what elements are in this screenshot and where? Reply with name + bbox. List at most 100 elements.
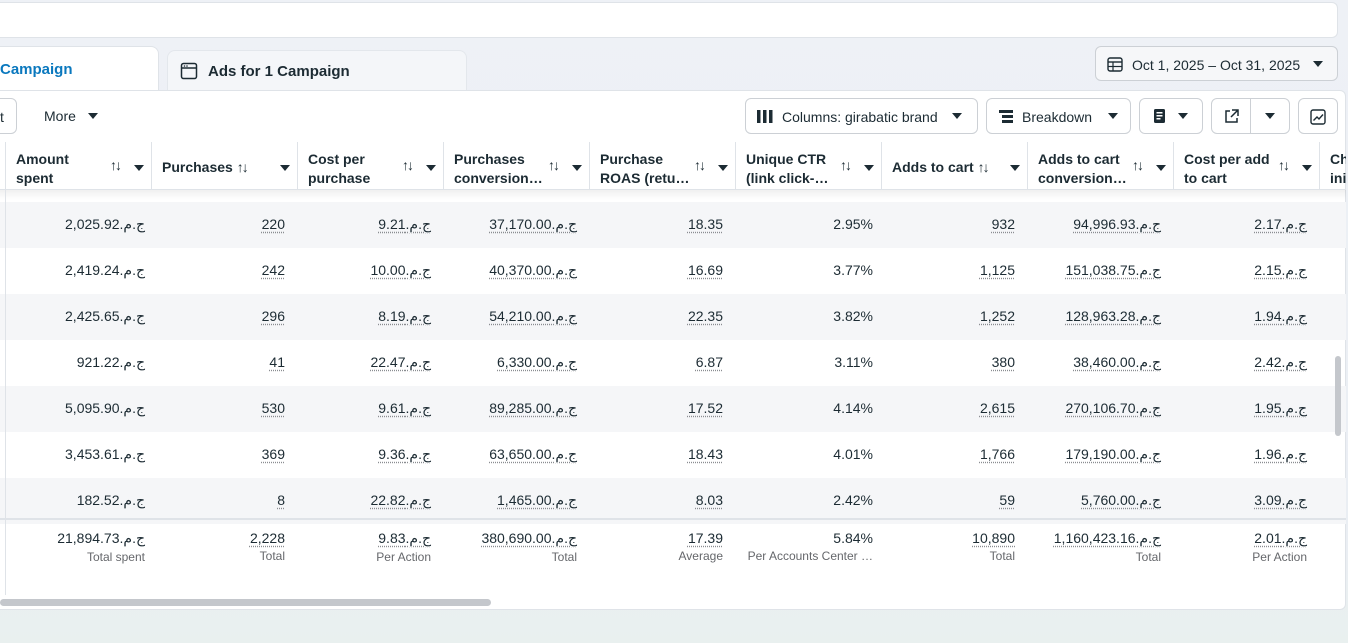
table-cell[interactable]: 94,996.93ج.م.‏ [1073,216,1161,232]
column-header[interactable]: Purchases conversion… ↑↓ [443,142,589,190]
sort-icon[interactable]: ↑↓ [1278,157,1290,173]
table-cell[interactable]: 9.61ج.م.‏ [378,400,431,416]
column-header[interactable]: Unique CTR (link click-… ↑↓ [735,142,881,190]
column-header[interactable]: Purchase ROAS (retu… ↑↓ [589,142,735,190]
table-cell[interactable]: 2.42ج.م.‏ [1254,354,1307,370]
table-cell[interactable]: 59 [999,492,1015,508]
sort-icon[interactable]: ↑↓ [1132,157,1144,173]
table-cell[interactable]: 16.69 [687,262,723,278]
column-header[interactable]: Cost per add to cart ↑↓ [1173,142,1319,190]
table-cell[interactable]: 8.19ج.م.‏ [378,308,431,324]
toolbar-button-partial[interactable]: t [0,98,17,134]
chevron-down-icon[interactable] [280,165,290,171]
table-cell[interactable]: 37,170.00ج.م.‏ [489,216,577,232]
table-cell[interactable]: 41 [269,354,285,370]
table-cell[interactable]: 932 [991,216,1015,232]
sort-icon[interactable]: ↑↓ [840,157,852,173]
table-cell[interactable]: 151,038.75ج.م.‏ [1065,262,1161,278]
table-cell[interactable]: 6.87 [695,354,723,370]
columns-icon [757,110,773,123]
column-header[interactable]: Amount spent ↑↓ [5,142,151,190]
table-row[interactable]: 2,419.24ج.م.‏ 242 10.00ج.م.‏ 40,370.00ج.م.‏… [0,248,1346,294]
sort-icon[interactable]: ↑↓ [402,157,414,173]
breakdown-button[interactable]: Breakdown [986,98,1131,134]
table-cell[interactable]: 89,285.00ج.م.‏ [489,400,577,416]
table-cell[interactable]: 8.03 [695,492,723,508]
chevron-down-icon[interactable] [134,165,144,171]
column-header[interactable]: Cost per purchase ↑↓ [297,142,443,190]
export-button[interactable] [1211,98,1251,134]
reports-button[interactable] [1139,98,1203,134]
table-cell[interactable]: 63,650.00ج.م.‏ [489,446,577,462]
table-cell[interactable]: 2.17ج.م.‏ [1254,216,1307,232]
table-cell[interactable]: 17.52 [687,400,723,416]
table-cell[interactable]: 530 [261,400,285,416]
table-cell[interactable]: 8 [277,492,285,508]
column-header[interactable]: Purchases ↑↓ [151,142,297,190]
export-menu-button[interactable] [1250,98,1290,134]
tab-campaign[interactable]: Campaign [0,46,159,92]
table-cell[interactable]: 38,460.00ج.م.‏ [1073,354,1161,370]
chevron-down-icon[interactable] [1302,165,1312,171]
table-cell[interactable]: 270,106.70ج.م.‏ [1065,400,1161,416]
table-cell[interactable]: 1.96ج.م.‏ [1254,446,1307,462]
table-cell[interactable]: 380 [991,354,1015,370]
table-cell[interactable]: 6,330.00ج.م.‏ [497,354,577,370]
column-header[interactable]: Adds to cart conversion… ↑↓ [1027,142,1173,190]
table-cell[interactable]: 1,465.00ج.م.‏ [497,492,577,508]
table-cell[interactable]: 296 [261,308,285,324]
table-cell[interactable]: 1,766 [979,446,1015,462]
vertical-scrollbar[interactable] [1335,356,1341,436]
chevron-down-icon[interactable] [864,165,874,171]
sort-icon[interactable]: ↑↓ [694,157,706,173]
table-cell[interactable]: 10.00ج.م.‏ [370,262,431,278]
chevron-down-icon[interactable] [718,165,728,171]
table-cell[interactable]: 220 [261,216,285,232]
search-bar[interactable] [0,2,1338,38]
table-cell[interactable]: 1.95ج.م.‏ [1254,400,1307,416]
columns-button[interactable]: Columns: girabatic brand [745,98,978,134]
horizontal-scrollbar[interactable] [0,599,491,606]
table-row[interactable]: 2,025.92ج.م.‏ 220 9.21ج.م.‏ 37,170.00ج.م.‏ 1… [0,202,1346,248]
table-cell[interactable]: 9.21ج.م.‏ [378,216,431,232]
table-cell[interactable]: 54,210.00ج.م.‏ [489,308,577,324]
sort-icon[interactable]: ↑↓ [236,159,249,175]
table-cell[interactable]: 40,370.00ج.م.‏ [489,262,577,278]
total-label: Total [551,550,577,564]
table-cell[interactable]: 5,760.00ج.م.‏ [1081,492,1161,508]
table-cell[interactable]: 1.94ج.م.‏ [1254,308,1307,324]
sort-icon[interactable]: ↑↓ [548,157,560,173]
chevron-down-icon[interactable] [1010,165,1020,171]
tab-ads[interactable]: Ads for 1 Campaign [167,50,467,90]
table-row[interactable]: 3,453.61ج.م.‏ 369 9.36ج.م.‏ 63,650.00ج.م.‏ 1… [0,432,1346,478]
table-row[interactable]: 182.52ج.م.‏ 8 22.82ج.م.‏ 1,465.00ج.م.‏ 8.03 2… [0,478,1346,524]
chevron-down-icon[interactable] [426,165,436,171]
table-cell[interactable]: 1,252 [979,308,1015,324]
table-cell[interactable]: 22.82ج.م.‏ [370,492,431,508]
table-cell[interactable]: 369 [261,446,285,462]
more-button[interactable]: More [44,108,98,124]
table-cell[interactable]: 128,963.28ج.م.‏ [1065,308,1161,324]
table-cell[interactable]: 3.09ج.م.‏ [1254,492,1307,508]
sort-icon[interactable]: ↑↓ [977,159,990,175]
sort-icon[interactable]: ↑↓ [110,157,122,173]
table-row[interactable]: 5,095.90ج.م.‏ 530 9.61ج.م.‏ 89,285.00ج.م.‏ 1… [0,386,1346,432]
table-row[interactable]: 921.22ج.م.‏ 41 22.47ج.م.‏ 6,330.00ج.م.‏ 6.87… [0,340,1346,386]
table-cell[interactable]: 2.15ج.م.‏ [1254,262,1307,278]
chart-button[interactable] [1298,98,1338,134]
date-range-picker[interactable]: Oct 1, 2025 – Oct 31, 2025 [1095,46,1338,81]
table-cell[interactable]: 1,125 [979,262,1015,278]
table-cell[interactable]: 9.36ج.م.‏ [378,446,431,462]
table-cell[interactable]: 242 [261,262,285,278]
table-cell[interactable]: 18.35 [687,216,723,232]
table-cell[interactable]: 179,190.00ج.م.‏ [1065,446,1161,462]
chevron-down-icon[interactable] [572,165,582,171]
table-row[interactable]: 2,425.65ج.م.‏ 296 8.19ج.م.‏ 54,210.00ج.م.‏ 2… [0,294,1346,340]
column-header[interactable]: Ch ini [1319,142,1346,190]
chevron-down-icon[interactable] [1156,165,1166,171]
table-cell[interactable]: 2,615 [979,400,1015,416]
table-cell[interactable]: 18.43 [687,446,723,462]
table-cell[interactable]: 22.35 [687,308,723,324]
table-cell[interactable]: 22.47ج.م.‏ [370,354,431,370]
column-header[interactable]: Adds to cart ↑↓ [881,142,1027,190]
